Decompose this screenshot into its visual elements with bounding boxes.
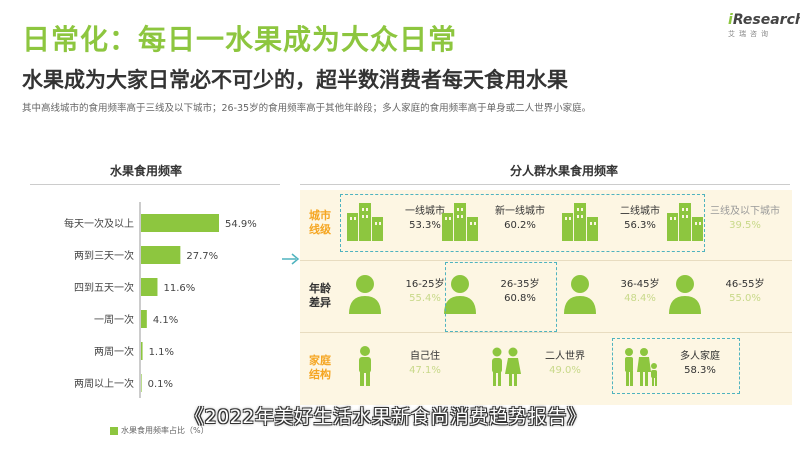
segment-value: 58.3% xyxy=(684,365,716,376)
logo-subtitle: 艾瑞咨询 xyxy=(728,30,772,38)
segment-cell: 多人家庭 58.3% xyxy=(620,340,738,392)
segment-value: 60.8% xyxy=(504,293,536,304)
bar-category-label: 四到五天一次 xyxy=(74,281,134,294)
segment-value: 53.3% xyxy=(409,220,441,231)
segment-value: 55.4% xyxy=(409,293,441,304)
frequency-bar-chart: 每天一次及以上 54.9% 两到三天一次 27.7% 四到五天一次 11.6% 一周一次 4.… xyxy=(64,202,257,398)
segment-name: 36-45岁 xyxy=(620,279,660,290)
family-icon xyxy=(620,344,660,388)
city-buildings-icon xyxy=(345,199,385,243)
city-buildings-icon xyxy=(440,199,480,243)
segment-cell: 二人世界 49.0% xyxy=(485,340,603,392)
segment-value: 48.4% xyxy=(624,293,656,304)
bar-value-label: 1.1% xyxy=(149,347,174,358)
bar-category-label: 两周一次 xyxy=(94,345,134,358)
page-subtitle: 水果成为大家日常必不可少的，超半数消费者每天食用水果 xyxy=(22,68,568,92)
segment-name: 46-55岁 xyxy=(725,279,765,290)
bar-category-label: 两到三天一次 xyxy=(74,249,134,262)
bar-category-label: 两周以上一次 xyxy=(74,377,134,390)
bar xyxy=(141,214,219,232)
segment-group-label: 城市线级 xyxy=(309,209,331,236)
bar xyxy=(141,342,143,360)
segment-group-label: 年龄差异 xyxy=(309,282,331,309)
bar-value-label: 27.7% xyxy=(186,251,218,262)
person-icon xyxy=(665,272,705,316)
couple-icon xyxy=(485,344,525,388)
bar xyxy=(141,246,181,264)
segment-cell: 36-45岁 48.4% xyxy=(560,268,678,320)
segment-cell: 26-35岁 60.8% xyxy=(440,268,558,320)
segment-cell: 一线城市 53.3% xyxy=(345,195,463,247)
logo-prefix: i xyxy=(728,12,733,28)
segment-cell: 46-55岁 55.0% xyxy=(665,268,783,320)
bar-category-label: 一周一次 xyxy=(94,313,134,326)
legend-swatch xyxy=(110,426,118,435)
city-buildings-icon xyxy=(665,199,705,243)
segment-cell: 二线城市 56.3% xyxy=(560,195,678,247)
segment-group-label: 家庭结构 xyxy=(309,354,331,381)
city-buildings-icon xyxy=(560,199,600,243)
segment-name: 新一线城市 xyxy=(495,206,545,217)
segment-row-divider xyxy=(300,260,792,261)
segment-cell: 16-25岁 55.4% xyxy=(345,268,463,320)
segment-name: 多人家庭 xyxy=(680,351,720,362)
segment-value: 49.0% xyxy=(549,365,581,376)
segment-name: 26-35岁 xyxy=(500,279,540,290)
left-title-rule xyxy=(30,184,280,185)
iresearch-logo: iResearch 艾瑞咨询 xyxy=(728,12,800,46)
segment-value: 39.5% xyxy=(729,220,761,231)
highlight-dashed-box xyxy=(340,194,705,252)
connector-arrow-icon xyxy=(282,253,300,265)
segment-value: 60.2% xyxy=(504,220,536,231)
bar-category-label: 每天一次及以上 xyxy=(64,217,134,230)
segment-value: 56.3% xyxy=(624,220,656,231)
bar-value-label: 11.6% xyxy=(163,283,195,294)
segment-cell: 三线及以下城市 39.5% xyxy=(665,195,783,247)
person-icon xyxy=(345,272,385,316)
page-note: 其中高线城市的食用频率高于三线及以下城市；26-35岁的食用频率高于其他年龄段；… xyxy=(22,103,592,114)
report-caption: 《2022年美好生活水果新食尚消费趋势报告》 xyxy=(185,406,587,428)
segment-name: 自己住 xyxy=(410,351,440,362)
segment-name: 二人世界 xyxy=(545,351,585,362)
legend-label: 水果食用频率占比（%） xyxy=(121,426,209,435)
bar xyxy=(141,278,158,296)
segment-name: 二线城市 xyxy=(620,206,660,217)
bar-value-label: 0.1% xyxy=(148,379,173,390)
right-title-rule xyxy=(300,184,790,185)
highlight-dashed-box xyxy=(445,262,557,332)
left-chart-title: 水果食用频率 xyxy=(110,164,183,178)
segment-cell: 新一线城市 60.2% xyxy=(440,195,558,247)
bar-value-label: 54.9% xyxy=(225,219,257,230)
segment-row-divider xyxy=(300,332,792,333)
single-person-icon xyxy=(345,344,385,388)
segment-name: 三线及以下城市 xyxy=(710,206,780,217)
bar-legend: 水果食用频率占比（%） xyxy=(110,425,209,436)
segment-name: 16-25岁 xyxy=(405,279,445,290)
person-icon xyxy=(560,272,600,316)
segment-cell: 自己住 47.1% xyxy=(345,340,463,392)
highlight-dashed-box xyxy=(612,338,740,394)
person-icon xyxy=(440,272,480,316)
page-title: 日常化：每日一水果成为大众日常 xyxy=(22,23,458,56)
segment-name: 一线城市 xyxy=(405,206,445,217)
right-chart-title: 分人群水果食用频率 xyxy=(510,164,619,178)
bar xyxy=(141,374,142,392)
segment-value: 47.1% xyxy=(409,365,441,376)
bar-value-label: 4.1% xyxy=(153,315,178,326)
segment-value: 55.0% xyxy=(729,293,761,304)
bar xyxy=(141,310,147,328)
logo-name: Research xyxy=(732,12,800,28)
